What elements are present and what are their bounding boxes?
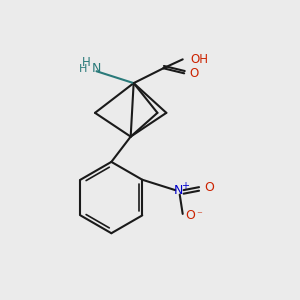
Text: O: O xyxy=(190,67,199,80)
Text: N: N xyxy=(173,184,183,196)
Text: +: + xyxy=(181,181,189,191)
Text: ⁻: ⁻ xyxy=(196,210,202,220)
Text: N: N xyxy=(92,62,101,75)
Text: OH: OH xyxy=(190,53,208,66)
Text: H: H xyxy=(79,64,87,74)
Text: H: H xyxy=(82,56,91,69)
Text: O: O xyxy=(204,181,214,194)
Text: O: O xyxy=(186,209,196,222)
